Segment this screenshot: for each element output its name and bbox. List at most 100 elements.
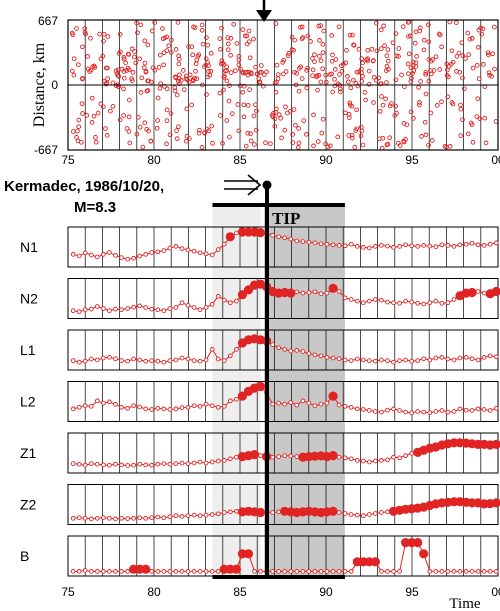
scatter-point xyxy=(339,68,345,74)
data-point xyxy=(385,569,390,574)
scatter-point xyxy=(208,50,214,56)
panel-frame xyxy=(67,329,499,371)
scatter-point xyxy=(79,101,85,107)
scatter-point xyxy=(353,128,359,133)
scatter-point xyxy=(291,107,297,112)
scatter-point xyxy=(228,52,233,58)
data-point xyxy=(113,516,118,522)
scatter-point xyxy=(78,139,84,145)
scatter-point xyxy=(345,79,351,85)
data-point xyxy=(221,403,227,409)
data-point xyxy=(373,511,378,516)
scatter-point xyxy=(245,130,251,136)
panel-label: N1 xyxy=(20,239,38,255)
scatter-point xyxy=(177,81,182,87)
scatter-point xyxy=(314,73,320,78)
alarm-point xyxy=(255,228,266,238)
data-point xyxy=(330,355,336,361)
scatter-point xyxy=(332,76,337,82)
scatter-point xyxy=(140,144,146,150)
scatter-point xyxy=(460,117,465,123)
scatter-point xyxy=(482,115,488,121)
data-point xyxy=(131,255,136,261)
scatter-point xyxy=(103,65,109,71)
scatter-point xyxy=(408,65,414,71)
scatter-point xyxy=(282,127,288,133)
data-point xyxy=(276,509,282,515)
scatter-point xyxy=(76,62,81,68)
scatter-point xyxy=(173,47,179,52)
scatter-point xyxy=(253,127,259,133)
data-point xyxy=(70,461,76,466)
data-point xyxy=(457,242,463,248)
scatter-point xyxy=(177,72,182,78)
scatter-point xyxy=(492,66,497,72)
scatter-point xyxy=(275,72,281,77)
data-point xyxy=(209,569,215,574)
scatter-point xyxy=(129,78,135,83)
data-point xyxy=(336,356,342,362)
scatter-point xyxy=(304,132,309,137)
scatter-point xyxy=(393,77,399,83)
data-point xyxy=(276,400,282,406)
scatter-point xyxy=(384,64,390,69)
scatter-point xyxy=(272,123,278,129)
scatter-point xyxy=(369,46,375,52)
scatter-point xyxy=(95,110,101,116)
data-point xyxy=(433,409,439,414)
data-point xyxy=(76,309,82,315)
data-point xyxy=(101,355,106,361)
data-point xyxy=(94,254,100,260)
scatter-point xyxy=(133,60,139,66)
data-point xyxy=(373,297,378,302)
alarm-point xyxy=(467,287,477,298)
data-point xyxy=(403,357,408,363)
scatter-point xyxy=(245,103,251,108)
scatter-point xyxy=(475,44,481,50)
scatter-point xyxy=(93,134,98,140)
distance-scatter-panel: Distance, km 667 0 -667 75 80 85 90 95 00 xyxy=(31,0,500,167)
panel-label: B xyxy=(20,548,29,564)
data-point xyxy=(457,569,463,574)
data-point xyxy=(312,352,318,358)
scatter-point xyxy=(154,125,160,131)
data-point xyxy=(234,230,239,236)
scatter-point xyxy=(378,27,384,33)
scatter-point xyxy=(164,107,170,113)
data-point xyxy=(270,342,275,347)
scatter-point xyxy=(162,35,168,41)
scatter-point xyxy=(87,69,92,74)
data-point xyxy=(94,357,100,363)
scatter-point xyxy=(479,31,485,37)
scatter-point xyxy=(176,56,182,62)
data-point xyxy=(203,357,209,363)
data-point xyxy=(306,351,312,356)
data-point xyxy=(161,308,167,314)
data-point xyxy=(373,358,378,364)
data-point xyxy=(125,358,130,364)
data-point xyxy=(179,405,185,410)
scatter-point xyxy=(399,72,404,78)
data-point xyxy=(282,401,288,407)
scatter-point xyxy=(186,44,191,49)
scatter-point xyxy=(227,83,232,88)
scatter-point xyxy=(439,99,444,105)
data-point xyxy=(70,569,76,574)
scatter-point xyxy=(119,66,125,72)
data-point xyxy=(270,232,275,238)
data-point xyxy=(209,403,215,409)
scatter-point xyxy=(196,130,202,136)
data-point xyxy=(403,453,408,458)
data-point xyxy=(342,511,348,516)
data-point xyxy=(173,244,179,249)
data-point xyxy=(94,461,100,467)
alarm-point xyxy=(328,283,338,293)
scatter-point xyxy=(218,46,223,52)
data-point xyxy=(318,291,324,297)
data-point xyxy=(451,409,457,414)
scatter-point xyxy=(126,129,132,134)
scatter-point xyxy=(274,79,279,85)
data-point xyxy=(197,250,203,256)
data-point xyxy=(203,305,209,310)
scatter-point xyxy=(176,124,181,130)
